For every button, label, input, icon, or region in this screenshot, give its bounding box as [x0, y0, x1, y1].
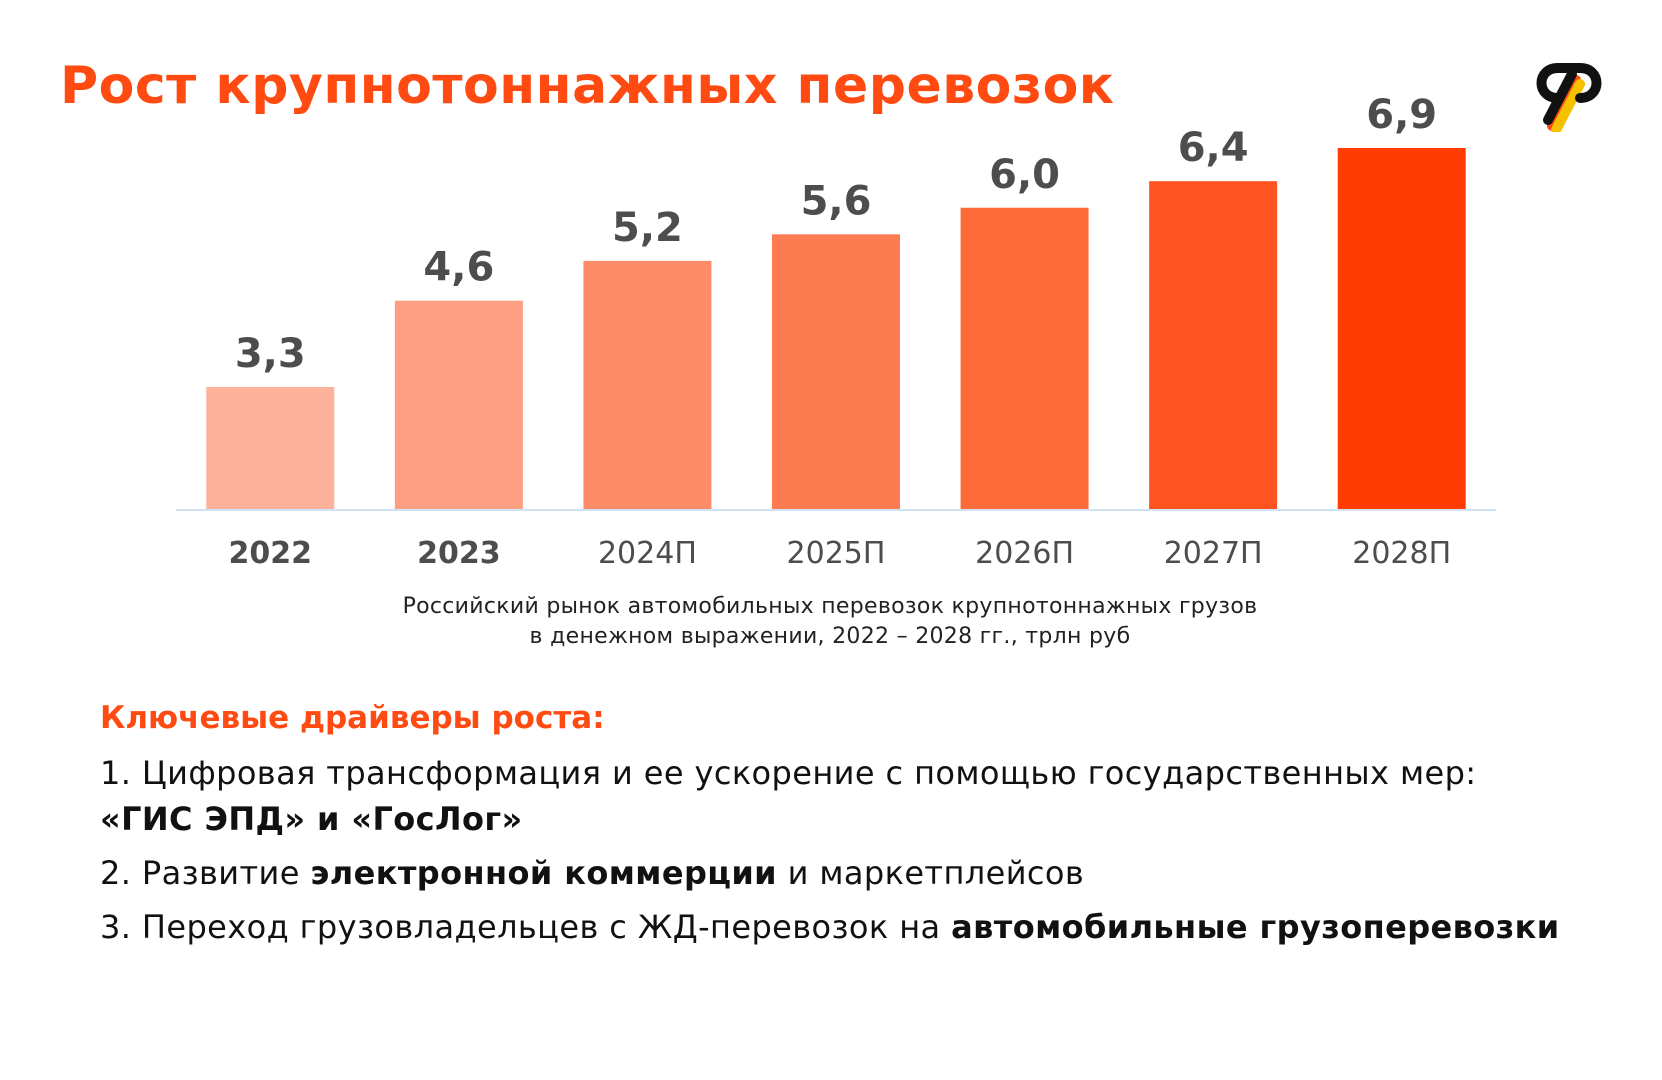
chart-caption-line-1: Российский рынок автомобильных перевозок…: [402, 594, 1258, 619]
driver-number: 2.: [100, 854, 132, 892]
driver-text: Развитие: [131, 854, 311, 892]
category-label: 2026П: [975, 536, 1074, 571]
value-label: 6,9: [1366, 92, 1437, 138]
driver-number: 1.: [100, 754, 132, 792]
driver-highlight: электронной коммерции: [310, 854, 778, 892]
driver-highlight: автомобильные грузоперевозки: [951, 908, 1560, 946]
chart-caption-line-2: в денежном выражении, 2022 – 2028 гг., т…: [529, 624, 1131, 649]
category-label: 2027П: [1164, 536, 1263, 571]
drivers-title: Ключевые драйверы роста:: [100, 700, 605, 736]
bar-2024П: [583, 260, 712, 509]
driver-item-3: 3. Переход грузовладельцев с ЖД-перевозо…: [100, 904, 1600, 950]
bar-2027П: [1149, 181, 1278, 509]
value-label: 5,2: [612, 205, 683, 251]
bar-2028П: [1337, 148, 1466, 509]
driver-text-end: и маркетплейсов: [777, 854, 1085, 892]
value-label: 6,4: [1178, 125, 1249, 171]
category-label: 2023: [417, 536, 501, 571]
driver-text: Цифровая трансформация и ее ускорение с …: [131, 754, 1477, 792]
category-label: 2022: [229, 536, 313, 571]
driver-highlight: «ГИС ЭПД» и «ГосЛог»: [100, 800, 523, 838]
bar-2025П: [772, 234, 900, 510]
growth-drivers: Ключевые драйверы роста: 1. Цифровая тра…: [100, 700, 1600, 958]
category-label: 2024П: [598, 536, 697, 571]
value-label: 6,0: [989, 152, 1060, 198]
bar-2022: [206, 387, 335, 509]
driver-number: 3.: [100, 908, 132, 946]
driver-item-2: 2. Развитие электронной коммерции и марк…: [100, 850, 1600, 896]
bar-2023: [394, 300, 523, 509]
driver-text: Переход грузовладельцев с ЖД-перевозок н…: [131, 908, 952, 946]
page-title: Рост крупнотоннажных перевозок: [60, 56, 1115, 116]
category-label: 2028П: [1352, 536, 1451, 571]
brand-logo-icon: [1536, 63, 1602, 132]
bar-2026П: [960, 207, 1089, 509]
bar-chart: 3,3 2022 4,6 2023 5,2 2024П 5,6 2025П 6,0 2026П 6,…: [176, 92, 1496, 571]
value-label: 5,6: [801, 178, 872, 224]
category-label: 2025П: [787, 536, 886, 571]
value-label: 4,6: [423, 245, 494, 291]
driver-item-1: 1. Цифровая трансформация и ее ускорение…: [100, 750, 1600, 842]
chart-caption: Российский рынок автомобильных перевозок…: [300, 592, 1360, 652]
value-label: 3,3: [235, 331, 306, 377]
